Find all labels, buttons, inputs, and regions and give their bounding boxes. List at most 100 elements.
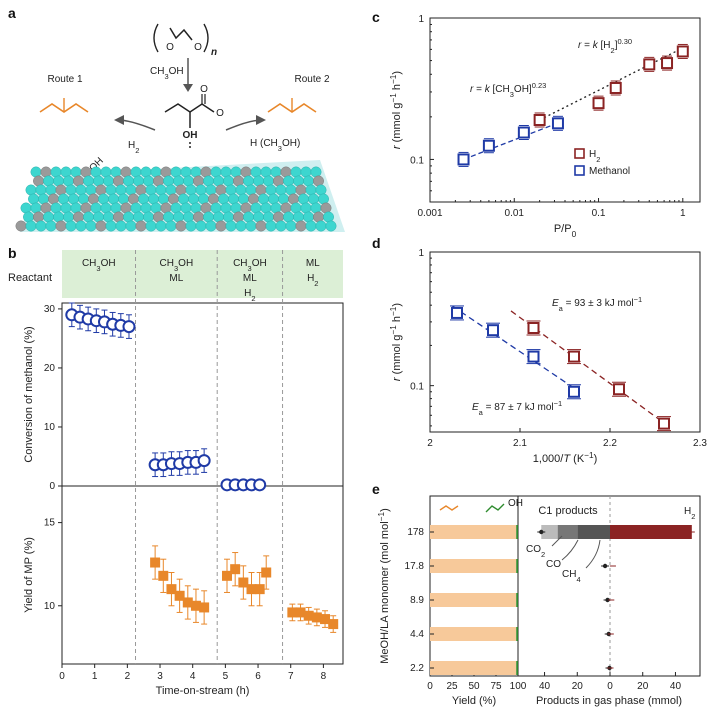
surface-atom — [245, 184, 257, 196]
surface-atom — [73, 175, 84, 187]
surface-atom — [248, 193, 259, 205]
reactant-label: Reactant — [8, 272, 52, 284]
surface-atom — [85, 220, 97, 232]
point-d — [487, 324, 499, 337]
surface-atom — [55, 184, 67, 196]
x-tick-label-e-left: 100 — [510, 681, 527, 692]
surface-atom — [83, 211, 94, 223]
point-c — [661, 57, 674, 70]
surface-atom — [225, 184, 237, 196]
point-c — [482, 139, 495, 152]
surface-atom — [223, 211, 234, 223]
route2-h-ch3oh: H (CH3OH) — [250, 138, 300, 153]
surface-atom — [173, 175, 184, 187]
x-tick-label: 7 — [288, 671, 294, 682]
surface-atom — [283, 175, 294, 187]
surface-atom — [203, 175, 214, 187]
surface-atom — [158, 193, 169, 205]
surface-atom — [295, 220, 307, 232]
plot-frame-d — [429, 251, 701, 433]
fit-label-h2: r = k [H2]0.30 — [578, 37, 632, 55]
surface-atom — [138, 193, 149, 205]
conversion-point — [253, 478, 267, 492]
fit-line-c — [463, 122, 559, 161]
surface-atom — [190, 166, 202, 178]
x-tick-label-e-right: 40 — [539, 681, 551, 692]
yield-point — [230, 564, 241, 575]
surface-atom — [165, 220, 177, 232]
surface-atom — [53, 175, 64, 187]
surface-atom — [115, 184, 127, 196]
surface-atom — [90, 166, 102, 178]
y-tick-label-top: 20 — [44, 363, 56, 374]
yield-point — [303, 610, 314, 621]
surface-atom — [195, 184, 207, 196]
surface-atom — [130, 166, 142, 178]
h2-bar — [610, 525, 692, 539]
ch4-label: CH4 — [562, 569, 581, 584]
yield-bar-alcohol — [516, 559, 518, 573]
surface-atom — [88, 193, 99, 205]
lactate-skeleton — [164, 103, 215, 113]
surface-atom — [260, 166, 272, 178]
x-tick-label-d: 2.1 — [513, 438, 527, 449]
surface-atom — [93, 175, 104, 187]
lactate-carbonyl — [201, 94, 206, 104]
surface-atom — [160, 166, 172, 178]
surface-atom — [93, 211, 104, 223]
surface-atom — [290, 166, 302, 178]
surface-atom — [83, 175, 94, 187]
legend-swatch-c — [574, 165, 585, 176]
surface-atom — [110, 202, 122, 214]
surface-atom — [143, 175, 154, 187]
co2-pointer — [551, 535, 563, 547]
surface-atom — [75, 220, 87, 232]
x-axis-label: Time-on-stream (h) — [156, 685, 250, 697]
plot-frame-c — [429, 17, 701, 203]
fit-line-d — [452, 305, 579, 392]
x-tick-label: 4 — [190, 671, 196, 682]
surface-atom — [155, 220, 167, 232]
reactant-2-0: CH3OH — [233, 258, 267, 273]
point-c — [551, 117, 564, 130]
surface-atom — [240, 166, 252, 178]
surface-atom — [160, 202, 172, 214]
surface-atom — [245, 220, 257, 232]
surface-atom — [208, 193, 219, 205]
surface-atom — [125, 220, 137, 232]
lactate-o: O — [200, 84, 208, 95]
surface-atom — [220, 202, 232, 214]
surface-atom — [270, 166, 282, 178]
surface-atom — [95, 184, 107, 196]
surface-atom — [183, 175, 194, 187]
surface-atom — [185, 184, 197, 196]
co-label: CO — [546, 559, 561, 570]
point-c — [609, 81, 622, 94]
surface-atom — [125, 184, 137, 196]
surface-atom — [250, 166, 262, 178]
x-tick-label-e-right: 20 — [572, 681, 584, 692]
reactant-2-1: ML — [243, 273, 257, 284]
x-tick-label: 8 — [321, 671, 327, 682]
surface-atom — [63, 211, 74, 223]
y-tick-label-e: 17.8 — [405, 561, 425, 572]
c1-bar-c1_co — [557, 525, 578, 539]
surface-atom — [255, 220, 267, 232]
x-tick-label: 5 — [223, 671, 229, 682]
surface-atom — [188, 193, 199, 205]
polymer-carbonyl: O — [194, 42, 202, 53]
c1-bar-c1_ch4 — [577, 525, 610, 539]
surface-atom — [305, 184, 317, 196]
surface-atom — [105, 184, 117, 196]
surface-atom — [185, 220, 197, 232]
surface-atom — [303, 211, 314, 223]
surface-atom — [243, 211, 254, 223]
surface-atom — [180, 202, 192, 214]
surface-atom — [90, 202, 102, 214]
surface-atom — [100, 202, 112, 214]
surface-atom — [285, 220, 297, 232]
x-tick-label-e-left: 0 — [427, 681, 433, 692]
surface-atom — [25, 184, 37, 196]
surface-atom — [308, 193, 319, 205]
surface-atom — [150, 202, 162, 214]
